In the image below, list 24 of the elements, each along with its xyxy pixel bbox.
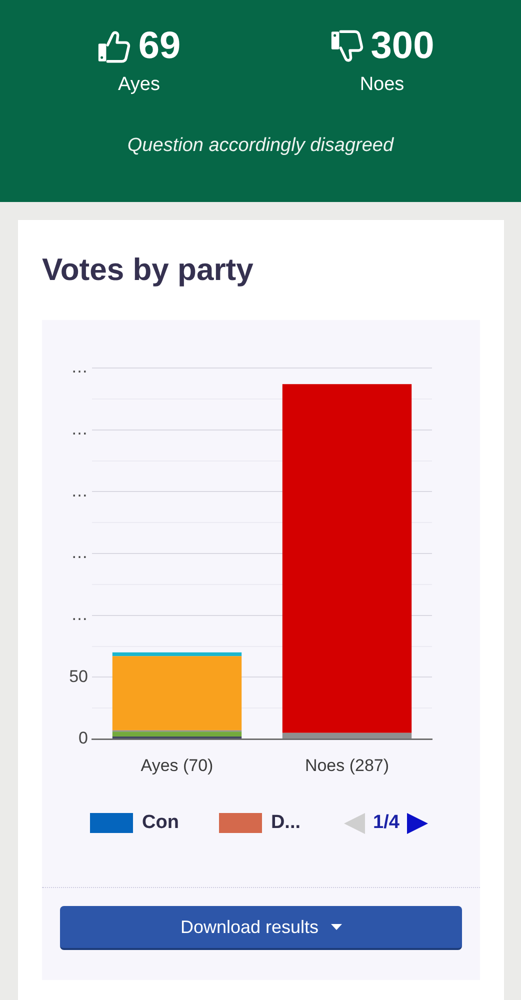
category-label: Noes: [360, 74, 404, 96]
text: 1/4: [373, 812, 400, 834]
y-tick-label: …: [71, 605, 88, 624]
bar: [112, 732, 242, 737]
download-button: Download results: [60, 906, 462, 950]
y-tick-label: 50: [69, 666, 88, 686]
bar: [112, 652, 242, 656]
y-tick-label: …: [71, 543, 88, 562]
y-tick-label: …: [71, 481, 88, 500]
legend-label: Con: [142, 812, 179, 834]
bar: [112, 656, 242, 730]
text: Question accordingly disagreed: [127, 135, 394, 156]
bar: [282, 732, 412, 738]
chart-title: Votes by party: [42, 252, 254, 288]
y-tick-label: …: [71, 358, 88, 377]
x-tick-label: Ayes (70): [140, 756, 214, 775]
legend-label: D...: [270, 812, 300, 834]
data-label: 300: [370, 25, 434, 67]
bar: [282, 384, 412, 733]
x-tick-label: Noes (287): [304, 756, 390, 775]
y-tick-label: 0: [78, 728, 88, 748]
category-label: Ayes: [118, 74, 160, 96]
y-tick-label: …: [71, 420, 88, 439]
data-label: 69: [138, 25, 181, 67]
